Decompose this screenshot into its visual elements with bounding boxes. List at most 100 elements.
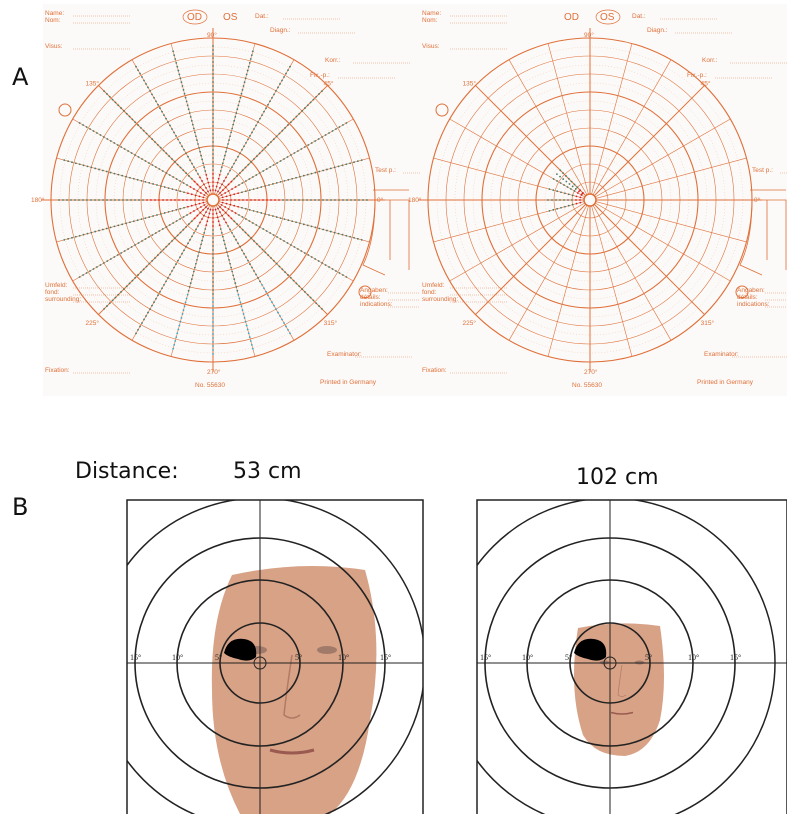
test-point	[241, 309, 244, 312]
test-point	[212, 337, 214, 339]
test-point	[177, 259, 179, 262]
test-point	[233, 235, 235, 238]
test-point	[183, 206, 185, 209]
test-point	[245, 141, 247, 144]
test-point	[300, 148, 303, 150]
test-point	[233, 119, 236, 122]
test-point	[183, 249, 185, 252]
test-point	[162, 248, 165, 251]
test-point	[264, 251, 267, 254]
test-point	[139, 325, 141, 328]
test-point	[315, 302, 318, 305]
test-point	[212, 269, 214, 271]
test-point	[199, 206, 202, 208]
test-point	[254, 199, 256, 201]
test-point	[183, 305, 186, 308]
test-point	[227, 190, 230, 192]
test-point	[103, 307, 106, 310]
test-point	[114, 199, 116, 201]
test-point	[225, 202, 228, 205]
test-point	[186, 192, 189, 195]
test-point	[258, 152, 261, 155]
test-point	[148, 262, 151, 265]
test-point	[157, 294, 159, 297]
angle-label: 90°	[584, 31, 594, 39]
test-point	[244, 231, 247, 234]
test-point	[203, 231, 206, 234]
test-point	[179, 256, 181, 259]
ring-label: 5°	[215, 653, 222, 662]
test-point	[277, 86, 279, 89]
test-point	[265, 107, 267, 110]
test-point	[329, 230, 332, 233]
test-point	[101, 169, 104, 172]
test-point	[221, 189, 224, 192]
test-point	[326, 199, 328, 201]
test-point	[219, 186, 221, 189]
test-point	[189, 186, 192, 188]
test-point	[214, 208, 217, 211]
meridian	[595, 201, 747, 243]
test-point	[109, 140, 112, 142]
test-point	[318, 170, 321, 173]
panel-label: A	[12, 63, 29, 91]
test-point	[230, 199, 232, 201]
test-point	[270, 257, 272, 259]
test-point	[151, 259, 154, 262]
test-point	[125, 175, 127, 178]
test-point	[212, 305, 214, 307]
test-point	[289, 332, 291, 335]
test-point	[199, 211, 202, 214]
meridian	[591, 205, 633, 357]
test-point	[238, 214, 240, 216]
test-point	[228, 139, 230, 142]
test-point	[192, 270, 195, 273]
scotoma	[574, 638, 607, 661]
test-point	[307, 254, 310, 256]
test-point	[169, 273, 171, 276]
test-point	[249, 135, 251, 137]
test-point	[130, 199, 132, 201]
test-point	[132, 220, 135, 223]
test-point	[233, 220, 236, 223]
test-point	[326, 168, 328, 171]
test-point	[202, 199, 204, 201]
test-point	[243, 252, 245, 255]
test-point	[360, 238, 363, 241]
test-point	[228, 258, 230, 261]
face-plot	[477, 500, 787, 814]
test-point	[241, 191, 243, 194]
test-point	[287, 178, 290, 181]
test-point	[167, 211, 170, 213]
test-point	[570, 180, 573, 183]
meridian	[218, 118, 354, 198]
test-box	[739, 189, 787, 276]
test-point	[212, 333, 214, 335]
test-point	[175, 208, 178, 211]
angle-label: 135°	[463, 79, 477, 87]
test-point	[306, 293, 309, 296]
panel-label: B	[12, 493, 28, 521]
test-point	[575, 199, 577, 201]
test-point	[203, 166, 206, 169]
form-label: Visus:	[422, 43, 440, 50]
test-point	[157, 103, 159, 106]
test-point	[233, 278, 236, 281]
test-point	[82, 124, 84, 126]
test-point	[179, 141, 181, 144]
form-label: surrounding:	[422, 296, 458, 303]
test-point	[136, 178, 139, 181]
test-point	[251, 222, 254, 224]
angle-label: 0°	[754, 196, 761, 204]
test-point	[212, 117, 214, 119]
test-point	[212, 141, 214, 143]
test-point	[318, 305, 320, 307]
test-point	[220, 194, 223, 196]
test-point	[279, 238, 282, 240]
test-point	[172, 222, 175, 224]
test-point	[221, 214, 223, 217]
test-point	[175, 220, 178, 222]
test-point	[212, 317, 214, 319]
test-point	[197, 255, 199, 257]
test-point	[98, 229, 100, 232]
